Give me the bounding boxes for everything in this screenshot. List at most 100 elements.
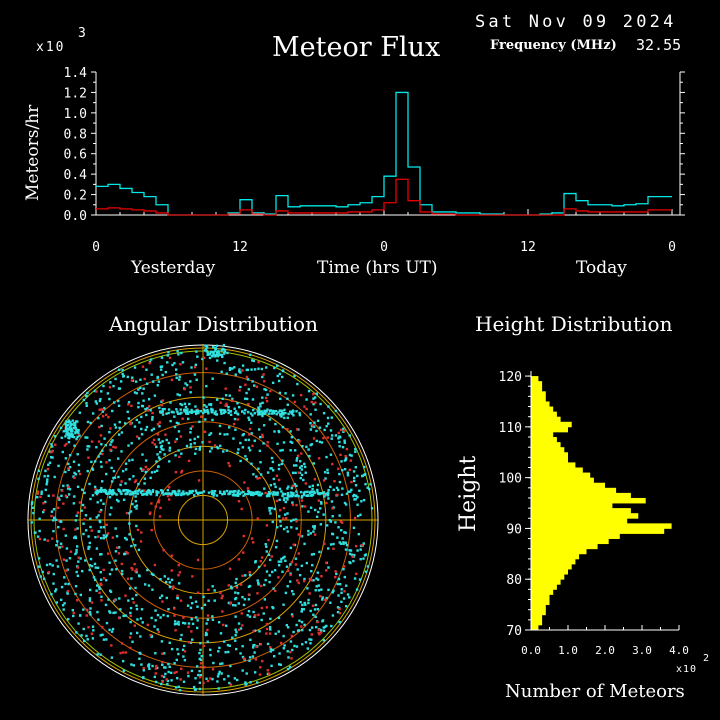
meteor-point-red	[157, 499, 161, 502]
meteor-point	[270, 467, 273, 470]
meteor-point-red	[331, 507, 334, 510]
meteor-point	[30, 502, 34, 506]
meteor-point	[82, 532, 85, 536]
meteor-point	[363, 465, 366, 469]
meteor-point	[156, 376, 159, 379]
meteor-trail-point	[133, 492, 137, 495]
meteor-point	[152, 573, 155, 576]
meteor-point	[40, 490, 43, 493]
height-bar	[531, 579, 561, 585]
meteor-point	[127, 599, 130, 602]
meteor-trail-point	[326, 491, 330, 494]
meteor-point	[315, 429, 318, 433]
meteor-point-red	[114, 446, 117, 449]
meteor-point	[189, 641, 193, 644]
meteor-point	[73, 495, 76, 498]
meteor-point	[307, 448, 310, 451]
meteor-point	[286, 667, 290, 671]
meteor-point	[135, 504, 139, 507]
meteor-trail-point	[238, 492, 242, 496]
height-bar	[531, 528, 665, 534]
meteor-point	[72, 614, 75, 618]
meteor-point	[343, 575, 347, 579]
meteor-point	[112, 469, 116, 473]
meteor-point	[248, 449, 252, 452]
meteor-trail-point	[180, 411, 183, 415]
meteor-point-red	[229, 601, 233, 604]
meteor-point-red	[196, 558, 200, 562]
meteor-point	[340, 600, 343, 604]
meteor-point	[86, 420, 90, 424]
meteor-trail-point	[323, 495, 326, 498]
meteor-point	[167, 662, 170, 666]
meteor-point	[279, 449, 282, 452]
meteor-point	[318, 550, 321, 554]
meteor-cluster-point	[66, 433, 70, 437]
meteor-point	[115, 567, 118, 571]
meteor-point	[289, 546, 293, 550]
meteor-point	[129, 587, 132, 590]
meteor-point	[166, 683, 169, 686]
meteor-point-red	[97, 440, 101, 443]
meteor-point	[87, 535, 90, 538]
meteor-point	[280, 557, 283, 561]
height-bar	[531, 518, 628, 524]
meteor-point	[245, 458, 249, 461]
meteor-point-red	[299, 625, 303, 628]
meteor-point	[366, 486, 369, 489]
meteor-point	[44, 500, 47, 504]
meteor-point	[52, 572, 55, 576]
meteor-point	[167, 577, 170, 580]
meteor-point	[274, 485, 277, 489]
meteor-point	[244, 681, 247, 684]
meteor-point	[220, 672, 223, 675]
meteor-point	[150, 572, 154, 576]
meteor-point-red	[183, 387, 186, 391]
meteor-point	[303, 623, 306, 627]
meteor-point	[202, 595, 205, 599]
meteor-point-red	[149, 633, 152, 637]
height-bar	[531, 543, 598, 550]
meteor-point-red	[117, 616, 121, 620]
meteor-point	[134, 380, 138, 383]
meteor-point	[111, 627, 115, 631]
meteor-point	[32, 511, 35, 515]
meteor-trail-point	[236, 492, 239, 496]
meteor-point	[117, 475, 120, 479]
height-x-exponent: 2	[703, 653, 709, 664]
meteor-point-red	[313, 478, 317, 481]
meteor-point	[158, 457, 162, 461]
meteor-trail-point	[151, 490, 154, 494]
meteor-point	[279, 524, 282, 528]
meteor-cluster-point	[215, 344, 219, 347]
meteor-point	[177, 652, 180, 656]
flux-series-line-0	[96, 91, 672, 216]
meteor-point	[137, 437, 141, 440]
meteor-point	[316, 483, 320, 487]
meteor-point	[108, 572, 112, 576]
meteor-point-red	[193, 365, 197, 369]
meteor-point-red	[104, 413, 108, 417]
meteor-point	[166, 679, 170, 683]
meteor-point	[99, 571, 102, 574]
meteor-point	[249, 681, 252, 684]
meteor-point	[114, 550, 118, 553]
meteor-cluster-point	[69, 423, 73, 427]
meteor-point	[223, 433, 226, 436]
meteor-point-red	[158, 421, 161, 424]
meteor-point	[203, 404, 206, 407]
meteor-point	[100, 390, 103, 393]
meteor-trail-point	[197, 409, 200, 413]
meteor-point	[211, 585, 214, 588]
meteor-point	[141, 392, 144, 395]
meteor-point-red	[61, 489, 64, 492]
meteor-point-red	[167, 486, 171, 489]
meteor-trail-point	[188, 491, 192, 494]
meteor-point-red	[175, 670, 178, 674]
meteor-point	[275, 526, 279, 529]
meteor-point-red	[74, 528, 77, 531]
meteor-point-red	[120, 480, 123, 483]
height-x-axis-label: Number of Meteors	[505, 681, 685, 702]
meteor-trail-point	[317, 492, 320, 495]
flux-x-tick-label: 12	[232, 240, 248, 255]
